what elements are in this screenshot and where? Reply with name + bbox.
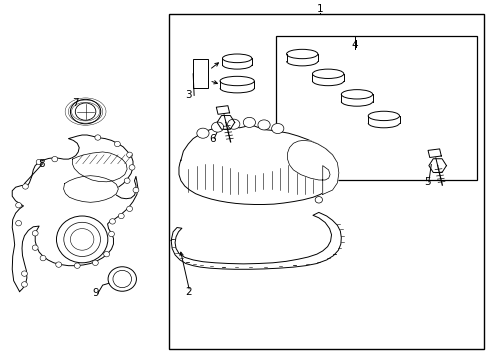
Polygon shape — [312, 74, 343, 81]
Ellipse shape — [40, 256, 46, 261]
Ellipse shape — [126, 152, 132, 158]
Ellipse shape — [286, 49, 317, 59]
Text: 8: 8 — [38, 159, 45, 169]
Text: 3: 3 — [184, 90, 191, 100]
Ellipse shape — [103, 252, 109, 257]
Ellipse shape — [341, 90, 372, 99]
Polygon shape — [341, 94, 372, 102]
Polygon shape — [63, 176, 118, 202]
Ellipse shape — [92, 260, 98, 266]
Polygon shape — [428, 159, 446, 172]
Ellipse shape — [114, 141, 120, 147]
Ellipse shape — [21, 282, 27, 287]
Ellipse shape — [108, 267, 136, 291]
Ellipse shape — [56, 262, 61, 267]
Ellipse shape — [258, 120, 270, 130]
Polygon shape — [222, 58, 251, 65]
Ellipse shape — [367, 111, 399, 121]
Ellipse shape — [113, 270, 131, 288]
Ellipse shape — [227, 119, 239, 129]
Bar — [276, 36, 476, 180]
Text: 2: 2 — [184, 287, 191, 297]
Ellipse shape — [129, 165, 135, 170]
Ellipse shape — [124, 178, 130, 184]
Text: 1: 1 — [316, 4, 323, 14]
Ellipse shape — [271, 123, 283, 134]
Ellipse shape — [243, 117, 255, 127]
Ellipse shape — [74, 263, 80, 269]
Ellipse shape — [118, 213, 124, 219]
Ellipse shape — [95, 135, 101, 140]
Polygon shape — [217, 116, 234, 129]
Polygon shape — [12, 135, 138, 292]
Text: 4: 4 — [350, 40, 357, 50]
Text: 5: 5 — [424, 177, 430, 187]
Text: 9: 9 — [92, 288, 99, 298]
Ellipse shape — [75, 103, 96, 120]
Polygon shape — [287, 140, 338, 194]
Polygon shape — [179, 125, 338, 204]
Ellipse shape — [70, 229, 94, 250]
Ellipse shape — [196, 128, 209, 138]
Ellipse shape — [22, 184, 28, 189]
Ellipse shape — [36, 159, 42, 165]
Polygon shape — [427, 149, 440, 157]
Polygon shape — [286, 54, 317, 61]
Bar — [168, 14, 483, 349]
Ellipse shape — [16, 202, 21, 208]
Polygon shape — [171, 212, 341, 269]
Ellipse shape — [312, 69, 343, 78]
Ellipse shape — [32, 231, 38, 236]
Ellipse shape — [57, 216, 108, 263]
Ellipse shape — [16, 220, 21, 226]
Ellipse shape — [211, 122, 224, 132]
Ellipse shape — [133, 188, 139, 193]
Text: 7: 7 — [72, 98, 79, 108]
Polygon shape — [220, 81, 254, 88]
Ellipse shape — [32, 245, 38, 251]
Ellipse shape — [21, 271, 27, 276]
Polygon shape — [72, 152, 127, 182]
Ellipse shape — [70, 99, 101, 124]
Ellipse shape — [63, 222, 101, 256]
Ellipse shape — [52, 156, 58, 162]
Ellipse shape — [222, 54, 251, 63]
Ellipse shape — [220, 76, 254, 86]
Ellipse shape — [314, 197, 322, 203]
Ellipse shape — [108, 231, 114, 237]
Bar — [193, 59, 207, 88]
Ellipse shape — [109, 219, 115, 224]
Polygon shape — [367, 116, 399, 123]
Text: 6: 6 — [209, 134, 216, 144]
Ellipse shape — [126, 206, 132, 212]
Polygon shape — [216, 106, 229, 114]
